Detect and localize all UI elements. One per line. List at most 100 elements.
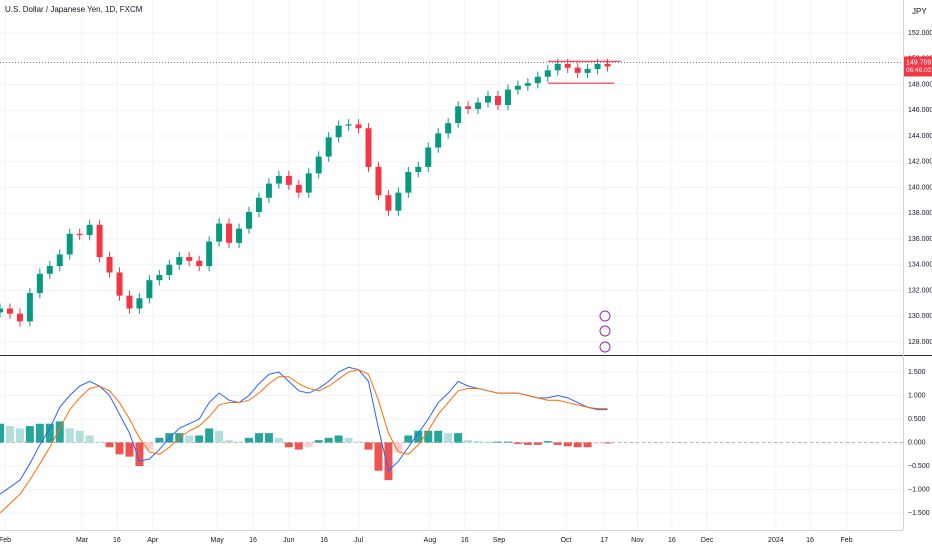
x-tick-label: Jul xyxy=(354,537,363,544)
candle-body xyxy=(574,67,581,73)
candle-body xyxy=(335,125,342,138)
y-tick-label: 1.500 xyxy=(908,369,926,376)
y-tick-label: 136.000 xyxy=(908,236,932,243)
histogram-bar xyxy=(75,430,84,443)
histogram-bar xyxy=(454,433,463,443)
candle-body xyxy=(425,147,432,167)
histogram-bar xyxy=(444,433,453,443)
candle-body xyxy=(46,266,53,274)
candle-body xyxy=(196,260,203,267)
x-tick-label: Mar xyxy=(76,537,89,544)
candle-body xyxy=(435,133,442,148)
x-tick-label: 16 xyxy=(806,537,814,544)
candle-body xyxy=(475,102,482,109)
histogram-bar xyxy=(593,442,602,444)
last-price-box xyxy=(904,56,932,77)
candle-body xyxy=(514,85,521,90)
candle-body xyxy=(504,89,511,106)
candle-body xyxy=(405,172,412,193)
histogram-bar xyxy=(35,423,44,443)
histogram-bar xyxy=(434,430,443,443)
histogram-bar xyxy=(15,428,24,443)
histogram-bar xyxy=(583,442,592,448)
candle-body xyxy=(265,183,272,198)
histogram-bar xyxy=(493,441,502,443)
candle-body xyxy=(345,124,352,126)
candle-body xyxy=(106,257,113,273)
candle-body xyxy=(534,76,541,84)
candle-body xyxy=(186,257,193,261)
candle-body xyxy=(236,228,243,243)
histogram-bar xyxy=(25,426,34,443)
event-icon[interactable] xyxy=(599,325,611,337)
histogram-bar xyxy=(0,423,4,443)
candle-body xyxy=(355,124,362,129)
histogram-bar xyxy=(95,441,104,443)
histogram-bar xyxy=(324,437,333,443)
candle-body xyxy=(216,223,223,242)
histogram-bar xyxy=(404,435,413,443)
histogram-bar xyxy=(364,442,373,450)
candle-body xyxy=(494,96,501,106)
candle-body xyxy=(594,63,601,70)
histogram-bar xyxy=(484,441,493,443)
event-icon[interactable] xyxy=(599,341,611,353)
histogram-bar xyxy=(533,442,542,445)
currency-label: JPY xyxy=(912,7,927,16)
x-tick-label: 16 xyxy=(113,537,121,544)
histogram-bar xyxy=(464,440,473,443)
candle-body xyxy=(485,96,492,103)
histogram-bar xyxy=(264,433,273,443)
candle-body xyxy=(146,280,153,299)
candle-body xyxy=(116,272,123,296)
histogram-bar xyxy=(5,426,14,443)
histogram-bar xyxy=(155,437,164,443)
candle-body xyxy=(385,195,392,211)
histogram-bar xyxy=(135,442,144,467)
y-tick-label: 130.000 xyxy=(908,313,932,320)
y-tick-label: 0.000 xyxy=(908,439,926,446)
candle-body xyxy=(176,257,183,265)
histogram-bar xyxy=(125,442,134,457)
event-icon[interactable] xyxy=(599,310,611,322)
candle-body xyxy=(126,295,133,309)
candle-body xyxy=(66,233,73,255)
candle-body xyxy=(16,313,23,322)
x-tick-label: Aug xyxy=(424,537,437,544)
candle-body xyxy=(415,166,422,173)
candle-body xyxy=(245,211,252,229)
x-tick-label: Feb xyxy=(841,537,853,544)
candle-body xyxy=(445,123,452,134)
x-tick-label: 16 xyxy=(249,537,257,544)
histogram-bar xyxy=(334,435,343,443)
histogram-bar xyxy=(314,440,323,443)
histogram-bar xyxy=(195,435,204,443)
x-tick-label: 16 xyxy=(320,537,328,544)
x-tick-label: May xyxy=(211,537,225,544)
x-tick-label: 2024 xyxy=(768,537,784,544)
candle-body xyxy=(524,83,531,86)
y-tick-label: 138.000 xyxy=(908,210,932,217)
grid xyxy=(0,0,903,530)
candle-body xyxy=(554,63,561,71)
histogram-bar xyxy=(284,442,293,448)
event-icons xyxy=(599,310,611,353)
x-tick-label: 17 xyxy=(600,537,608,544)
y-tick-label: 144.000 xyxy=(908,133,932,140)
candle-body xyxy=(295,184,302,193)
histogram-bar xyxy=(115,442,124,455)
candle-body xyxy=(584,69,591,73)
x-tick-label: Jun xyxy=(283,537,294,544)
histogram-bar xyxy=(45,423,54,443)
candle-body xyxy=(86,224,93,236)
indicator-line xyxy=(0,369,608,514)
last-price-label: 149.709 xyxy=(906,59,931,66)
y-tick-label: 148.000 xyxy=(908,81,932,88)
histogram-bar xyxy=(254,433,263,443)
y-tick-label: 1.000 xyxy=(908,392,926,399)
histogram-bar xyxy=(244,437,253,443)
y-tick-label: −1.500 xyxy=(908,510,930,517)
candle-body xyxy=(36,273,43,294)
histogram-bar xyxy=(354,441,363,443)
